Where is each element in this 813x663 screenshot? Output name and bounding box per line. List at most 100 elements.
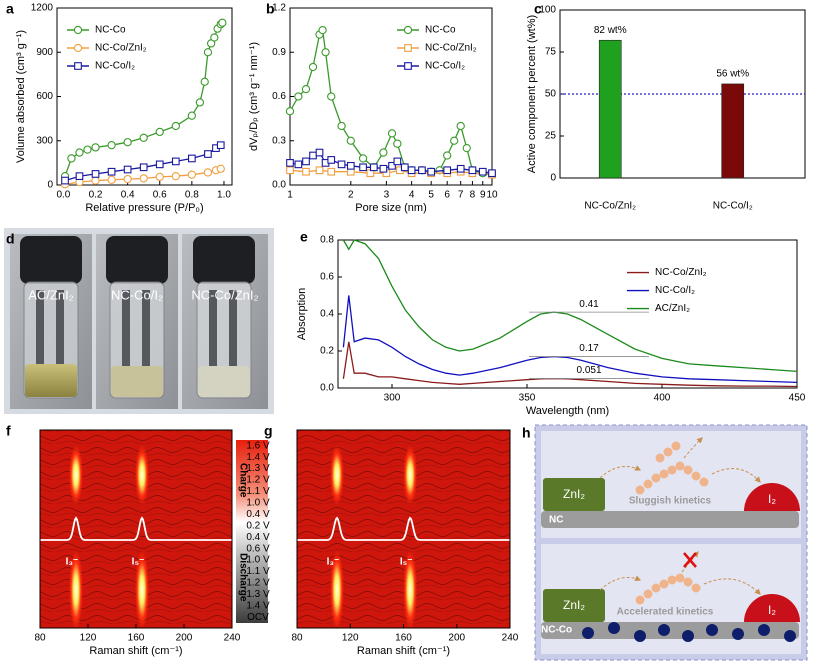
peak-band xyxy=(135,550,149,630)
colorbar-label: 1.2 V xyxy=(246,578,270,589)
data-point xyxy=(195,98,205,107)
spectrum-trace xyxy=(297,516,510,541)
x-tick-label: 240 xyxy=(502,633,519,644)
x-tick-label: 5 xyxy=(428,190,434,201)
data-point xyxy=(155,172,164,182)
kinetics-label: Accelerated kinetics xyxy=(617,607,714,618)
y-tick-label: 0 xyxy=(47,180,53,191)
peak-band xyxy=(69,445,83,505)
annotation-label: 0.17 xyxy=(579,343,599,354)
x-axis-title: Raman shift (cm⁻¹) xyxy=(357,645,450,657)
x-tick-label: 120 xyxy=(342,633,359,644)
x-tick-label: 350 xyxy=(519,393,536,404)
co-nanoparticles xyxy=(582,622,796,642)
data-point xyxy=(468,166,477,175)
data-point xyxy=(91,170,100,178)
legend-marker xyxy=(73,43,83,53)
legend-marker xyxy=(404,62,412,70)
data-point xyxy=(359,163,367,172)
x-tick-label: 400 xyxy=(654,393,671,404)
data-point xyxy=(203,168,213,177)
x-tick-label: 2 xyxy=(348,190,354,201)
legend-label: NC-Co xyxy=(95,25,126,36)
colorbar-label: 0.6 V xyxy=(246,543,270,554)
value-label: 82 wt% xyxy=(594,25,627,36)
y-tick-label: 100 xyxy=(539,5,556,16)
y-axis-title: Active component percent (wt%) xyxy=(526,15,538,173)
y-tick-label: 75 xyxy=(545,47,557,58)
data-point xyxy=(67,154,76,163)
peak-band xyxy=(329,550,344,630)
colorbar-label: 1.2 V xyxy=(246,475,270,486)
legend-label: NC-Co/ZnI₂ xyxy=(655,267,707,278)
data-point xyxy=(337,160,346,169)
panel-letter: h xyxy=(522,425,531,441)
data-point xyxy=(427,167,436,176)
data-point xyxy=(456,121,465,131)
arrow xyxy=(599,575,642,591)
x-tick-label: 300 xyxy=(384,393,401,404)
data-point xyxy=(188,154,196,163)
y-tick-label: 0.0 xyxy=(272,180,286,191)
colorbar-label: 1.3 V xyxy=(246,463,270,474)
data-point xyxy=(294,92,303,101)
data-point xyxy=(418,166,426,175)
x-tick-label: 10 xyxy=(486,190,498,201)
legend-label: AC/ZnI₂ xyxy=(655,303,690,314)
data-point xyxy=(123,138,132,147)
x-tick-label: 120 xyxy=(80,633,97,644)
legend-label: NC-Co/ZnI₂ xyxy=(425,43,477,54)
data-point xyxy=(488,169,496,178)
x-axis-title: Pore size (nm) xyxy=(355,202,427,214)
legend-label: NC-Co xyxy=(425,25,456,36)
data-point xyxy=(302,167,310,176)
data-point xyxy=(462,143,471,153)
x-tick-label: 1.0 xyxy=(217,190,231,201)
data-point xyxy=(204,150,212,158)
photo-label: NC-Co/I₂ xyxy=(111,287,163,302)
photo-panel: AC/ZnI₂ NC-Co/I₂ NC-Co/ZnI₂ d xyxy=(4,228,274,414)
panel-letter: b xyxy=(266,1,275,17)
data-point xyxy=(315,148,324,157)
y-tick-label: 300 xyxy=(36,135,53,146)
data-point xyxy=(285,107,295,116)
substrate-bar xyxy=(541,511,799,528)
data-point xyxy=(358,154,368,163)
colorbar xyxy=(236,440,268,623)
series-line xyxy=(342,295,798,384)
data-point xyxy=(393,139,402,148)
y-tick-label: 0.2 xyxy=(320,346,334,357)
x-tick-label: 9 xyxy=(480,190,486,201)
data-point xyxy=(327,167,336,176)
data-point xyxy=(407,166,416,175)
panel-letter: f xyxy=(6,423,11,439)
y-tick-label: 1.2 xyxy=(272,3,286,14)
data-point xyxy=(308,62,318,72)
data-point xyxy=(337,121,346,131)
data-point xyxy=(379,148,388,157)
y-tick-label: 0.8 xyxy=(320,235,334,246)
colorbar-label: 1.1 V xyxy=(246,486,270,497)
i2-block xyxy=(744,594,800,622)
colorbar-label: 1.4 V xyxy=(246,452,270,463)
data-point xyxy=(286,159,294,167)
y-tick-label: 600 xyxy=(36,91,53,102)
colorbar-title: Charge xyxy=(237,463,248,498)
y-tick-label: 0.6 xyxy=(320,272,334,283)
data-point xyxy=(75,172,84,181)
data-point xyxy=(139,174,148,183)
colorbar-title: Discharge xyxy=(237,553,248,602)
data-point xyxy=(139,133,148,142)
data-point xyxy=(443,151,452,160)
y-tick-label: 0.3 xyxy=(272,135,286,146)
data-point xyxy=(171,171,180,181)
photo-jar xyxy=(182,234,268,409)
x-tick-label: 240 xyxy=(224,633,241,644)
data-point xyxy=(107,167,116,176)
x-tick-label: 0.6 xyxy=(153,190,167,201)
colorbar-label: OCV xyxy=(247,612,269,623)
data-point xyxy=(139,163,148,172)
data-point xyxy=(187,170,197,179)
data-point xyxy=(123,174,132,184)
data-point xyxy=(216,141,225,150)
